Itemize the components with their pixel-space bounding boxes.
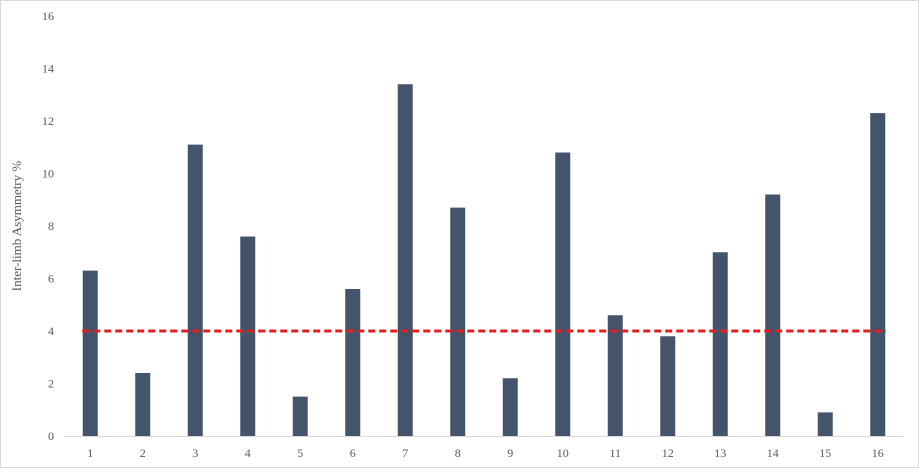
x-tick-label: 9 xyxy=(507,446,513,460)
x-tick-label: 3 xyxy=(192,446,198,460)
x-tick-label: 4 xyxy=(245,446,251,460)
y-tick-label: 14 xyxy=(42,62,54,76)
x-axis-ticks: 1 2 3 4 5 6 7 8 9 10 11 12 13 14 15 16 xyxy=(87,446,884,460)
x-tick-label: 2 xyxy=(140,446,146,460)
x-tick-label: 12 xyxy=(662,446,674,460)
y-tick-label: 2 xyxy=(48,377,54,391)
y-tick-label: 16 xyxy=(42,9,54,23)
bar-10 xyxy=(555,152,571,436)
bar-6 xyxy=(345,289,361,436)
bar-1 xyxy=(82,270,98,437)
x-tick-label: 10 xyxy=(557,446,569,460)
y-tick-label: 0 xyxy=(48,429,54,443)
y-tick-label: 8 xyxy=(48,219,54,233)
x-tick-label: 6 xyxy=(350,446,356,460)
x-tick-label: 5 xyxy=(297,446,303,460)
x-tick-label: 1 xyxy=(87,446,93,460)
bar-12 xyxy=(660,336,676,436)
bars-group xyxy=(82,84,886,437)
bar-7 xyxy=(397,84,413,436)
x-tick-label: 16 xyxy=(872,446,884,460)
x-tick-label: 14 xyxy=(767,446,779,460)
x-tick-label: 13 xyxy=(714,446,726,460)
y-tick-label: 10 xyxy=(42,167,54,181)
x-tick-label: 7 xyxy=(402,446,408,460)
bar-4 xyxy=(240,236,256,436)
bar-3 xyxy=(187,144,203,437)
bar-2 xyxy=(135,373,151,436)
bar-13 xyxy=(712,252,728,436)
x-tick-label: 11 xyxy=(609,446,621,460)
bar-9 xyxy=(502,378,518,436)
bar-5 xyxy=(292,396,308,437)
y-axis-ticks: 0 2 4 6 8 10 12 14 16 xyxy=(42,9,54,443)
x-tick-label: 15 xyxy=(819,446,831,460)
bar-11 xyxy=(607,315,623,436)
bar-15 xyxy=(817,412,833,437)
bar-14 xyxy=(765,194,781,436)
y-tick-label: 12 xyxy=(42,114,54,128)
bar-16 xyxy=(870,113,886,437)
bar-8 xyxy=(450,207,466,436)
y-axis-title: Inter-limb Asymmetry % xyxy=(9,161,24,292)
y-tick-label: 6 xyxy=(48,272,54,286)
y-tick-label: 4 xyxy=(48,324,54,338)
x-tick-label: 8 xyxy=(455,446,461,460)
